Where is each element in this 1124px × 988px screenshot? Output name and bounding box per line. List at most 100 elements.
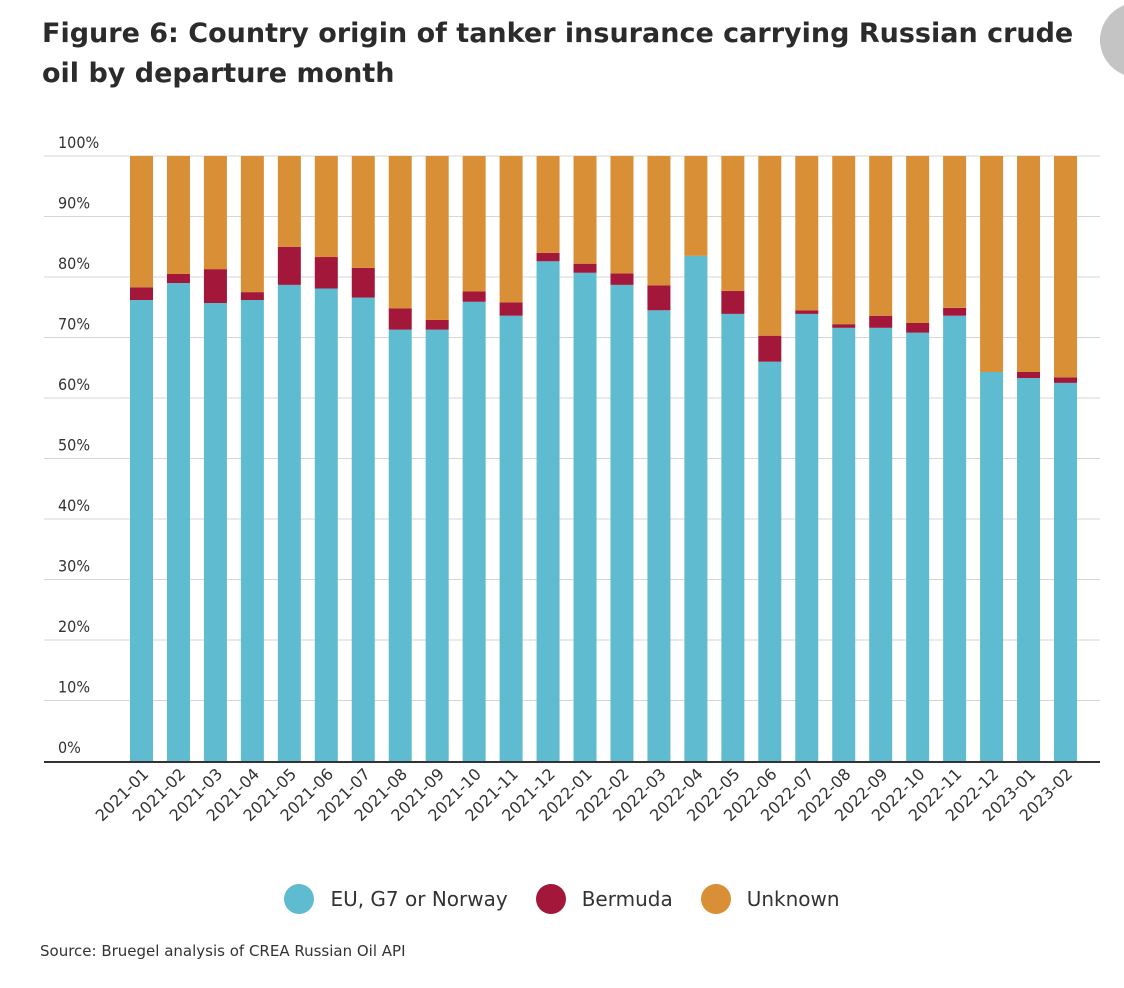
bar-2021-05-series-2 — [277, 156, 301, 247]
bar-2022-10-series-0 — [906, 332, 930, 761]
bar-2021-02-series-1 — [166, 273, 190, 284]
bar-2021-07-series-1 — [351, 267, 375, 298]
bar-2021-04-series-2 — [240, 156, 264, 293]
bar-2022-04-series-2 — [684, 156, 708, 256]
bar-2021-01-series-2 — [130, 156, 153, 288]
legend-label-eu: EU, G7 or Norway — [330, 887, 508, 911]
bar-2022-07-series-2 — [795, 156, 819, 311]
legend-item-unknown[interactable]: Unknown — [700, 884, 840, 914]
bar-2022-10-series-1 — [906, 322, 930, 333]
bar-2023-02-series-1 — [1054, 377, 1077, 383]
bar-2021-04-series-0 — [240, 299, 264, 761]
bar-2021-05-series-0 — [277, 284, 301, 761]
bar-2022-05-series-1 — [721, 290, 745, 314]
bar-2022-05-series-2 — [721, 156, 745, 291]
bar-2022-03-series-0 — [647, 310, 671, 761]
legend: EU, G7 or Norway Bermuda Unknown — [0, 884, 1124, 914]
bar-2021-02-series-0 — [166, 283, 190, 761]
bar-2021-06-series-2 — [314, 156, 338, 258]
bar-2021-01-series-0 — [130, 299, 153, 761]
bar-2022-09-series-2 — [869, 156, 893, 316]
bar-2023-01-series-2 — [1017, 156, 1041, 372]
source-note: Source: Bruegel analysis of CREA Russian… — [40, 942, 406, 960]
y-tick-label: 0% — [58, 738, 81, 757]
bar-2021-05-series-1 — [277, 246, 301, 285]
y-tick-label: 100% — [58, 133, 99, 152]
bar-2021-10-series-2 — [462, 156, 486, 292]
y-tick-label: 10% — [58, 678, 90, 697]
bar-2021-09-series-0 — [425, 329, 449, 761]
bar-2021-08-series-1 — [388, 308, 412, 330]
bar-2021-03-series-1 — [203, 269, 227, 304]
y-tick-label: 90% — [58, 194, 90, 213]
bar-2022-04-series-0 — [684, 255, 708, 761]
bar-2023-01-series-0 — [1017, 378, 1041, 761]
gridlines — [44, 155, 1100, 701]
bar-2022-10-series-2 — [906, 156, 930, 323]
bar-2022-02-series-2 — [610, 156, 634, 274]
bar-2021-06-series-1 — [314, 257, 338, 289]
chart-title: Figure 6: Country origin of tanker insur… — [42, 18, 1074, 89]
legend-swatch-bermuda — [535, 884, 566, 914]
bar-2022-11-series-2 — [943, 156, 967, 308]
bar-2022-11-series-1 — [943, 307, 967, 316]
bar-2022-01-series-2 — [573, 156, 597, 264]
y-tick-label: 30% — [58, 557, 90, 576]
legend-item-eu[interactable]: EU, G7 or Norway — [284, 884, 508, 914]
bar-2022-06-series-1 — [758, 335, 782, 362]
bar-2021-07-series-2 — [351, 156, 375, 268]
bar-2022-02-series-1 — [610, 273, 634, 285]
bar-2023-01-series-1 — [1017, 371, 1041, 379]
bar-2021-06-series-0 — [314, 288, 338, 761]
y-tick-label: 50% — [58, 436, 90, 455]
y-tick-label: 70% — [58, 315, 90, 334]
bar-2022-12-series-0 — [980, 371, 1004, 761]
bar-2022-12-series-2 — [980, 156, 1004, 372]
bar-2022-11-series-0 — [943, 315, 967, 761]
bar-2021-11-series-2 — [499, 156, 523, 303]
bar-2021-08-series-0 — [388, 329, 412, 761]
y-tick-label: 20% — [58, 617, 90, 636]
bar-2022-03-series-1 — [647, 285, 671, 311]
bar-2021-02-series-2 — [166, 156, 190, 274]
y-tick-label: 60% — [58, 375, 90, 394]
bar-2023-02-series-0 — [1054, 382, 1077, 761]
bar-2022-09-series-0 — [869, 327, 893, 761]
bar-2022-08-series-0 — [832, 327, 856, 761]
bar-2021-01-series-1 — [130, 287, 153, 300]
y-tick-label: 80% — [58, 254, 90, 273]
bar-2021-10-series-1 — [462, 291, 486, 302]
x-tick-labels: 2021-012021-022021-032021-042021-052021-… — [92, 764, 1077, 825]
bar-2021-03-series-0 — [203, 303, 227, 761]
bar-2021-12-series-2 — [536, 156, 560, 253]
bar-2022-08-series-1 — [832, 324, 856, 328]
legend-label-bermuda: Bermuda — [581, 887, 673, 911]
bar-2022-01-series-1 — [573, 263, 597, 273]
y-tick-labels: 0% 10% 20% 30% 40% 50% 60% 70% 80% 90% 100% — [58, 133, 99, 757]
bar-2022-06-series-2 — [758, 156, 782, 336]
bar-2022-06-series-0 — [758, 361, 782, 761]
bar-2021-11-series-1 — [499, 302, 523, 316]
legend-swatch-eu — [284, 884, 315, 914]
bar-2021-12-series-1 — [536, 252, 560, 262]
bar-2021-09-series-2 — [425, 156, 449, 320]
legend-item-bermuda[interactable]: Bermuda — [535, 884, 673, 914]
bar-2021-11-series-0 — [499, 315, 523, 761]
bar-2022-02-series-0 — [610, 284, 634, 761]
y-tick-label: 40% — [58, 496, 90, 515]
bar-2021-10-series-0 — [462, 301, 486, 761]
bar-2021-12-series-0 — [536, 261, 560, 761]
bar-2021-04-series-1 — [240, 292, 264, 300]
bar-2022-05-series-0 — [721, 313, 745, 761]
bar-2022-07-series-1 — [795, 310, 819, 314]
bar-2023-02-series-2 — [1054, 156, 1077, 378]
legend-swatch-unknown — [700, 884, 731, 914]
bar-2021-09-series-1 — [425, 319, 449, 330]
bar-2021-03-series-2 — [203, 156, 227, 270]
bar-2021-08-series-2 — [388, 156, 412, 309]
bar-2022-01-series-0 — [573, 272, 597, 761]
bar-2022-07-series-0 — [795, 313, 819, 761]
bar-2022-08-series-2 — [832, 156, 856, 325]
bar-2022-09-series-1 — [869, 315, 893, 328]
